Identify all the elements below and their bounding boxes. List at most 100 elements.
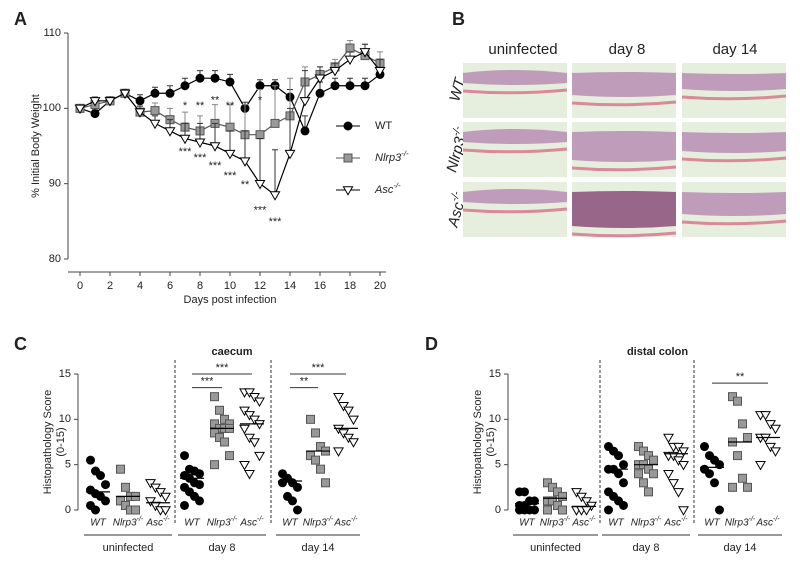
data-point (738, 473, 747, 483)
data-point (548, 482, 557, 492)
superscript: -/- (231, 516, 238, 523)
significance: *** (254, 205, 268, 217)
data-point (649, 469, 658, 479)
x-tick-label: 16 (314, 280, 326, 292)
superscript: -/- (137, 516, 144, 523)
data-point (249, 392, 260, 403)
data-point (644, 487, 653, 497)
data-point (728, 482, 737, 492)
data-point (244, 470, 255, 480)
group-label: day 8 (633, 542, 660, 554)
x-tick-label: 6 (167, 280, 173, 292)
error-bar (272, 85, 278, 124)
data-point (215, 405, 224, 415)
data-point (733, 451, 742, 461)
data-point (619, 478, 628, 488)
data-point (131, 505, 140, 515)
error-bar (242, 104, 248, 135)
y-axis-label: (0-15) (55, 427, 67, 456)
data-point (558, 505, 567, 515)
data-point (678, 447, 689, 457)
data-point (576, 492, 587, 503)
data-point (619, 500, 628, 510)
x-tick-label: 2 (107, 280, 113, 292)
data-point (86, 455, 95, 465)
data-point (639, 478, 648, 488)
data-point (673, 442, 684, 453)
data-point (104, 97, 116, 107)
x-tick-label: WT (704, 518, 720, 529)
data-point (90, 109, 100, 119)
significance: *** (216, 362, 230, 374)
data-point (705, 469, 714, 479)
data-point (558, 491, 567, 501)
data-point (321, 478, 330, 488)
x-tick-label: Asc-/- (333, 516, 358, 528)
superscript: -/- (401, 149, 409, 158)
data-point (179, 134, 191, 145)
data-point (614, 469, 623, 479)
y-tick-label: 15 (489, 368, 501, 380)
x-tick-label: 0 (77, 280, 83, 292)
data-point (678, 460, 689, 471)
data-point (553, 487, 562, 497)
x-tick-label: 12 (254, 280, 266, 292)
data-point (121, 482, 130, 492)
x-tick-label: Asc-/- (663, 516, 688, 528)
superscript: -/- (257, 516, 264, 523)
data-point (330, 81, 340, 91)
x-tick-label: WT (282, 518, 298, 529)
data-point (249, 415, 260, 426)
significance: *** (224, 170, 238, 182)
data-point (194, 138, 206, 149)
data-point (634, 442, 643, 452)
tissue (572, 72, 676, 97)
error-bar (272, 149, 278, 195)
data-point (269, 191, 281, 201)
significance: *** (194, 152, 208, 164)
tissue (572, 191, 676, 228)
histology-grid: uninfected day 8 day 14 WT Nlrp3-/- Asc-… (440, 41, 787, 238)
data-point (614, 451, 623, 461)
data-point (663, 470, 674, 480)
column-header: uninfected (488, 41, 557, 58)
data-point (195, 73, 205, 83)
superscript: -/- (327, 516, 334, 523)
data-point (195, 496, 204, 506)
error-bar (227, 130, 233, 154)
data-point (314, 74, 326, 85)
data-point (249, 438, 260, 448)
data-point (374, 66, 386, 77)
superscript: -/- (351, 516, 358, 523)
y-tick-label: 10 (59, 413, 71, 425)
significance: *** (269, 216, 283, 228)
panel-label: D (425, 334, 438, 354)
group-label: uninfected (103, 542, 154, 554)
data-point (530, 496, 539, 506)
x-tick-label: Asc-/- (571, 516, 596, 528)
y-tick-label: 5 (495, 459, 501, 471)
y-axis-label: Histopathology Score (472, 390, 484, 495)
group-label: day 14 (301, 542, 334, 554)
data-point (254, 420, 265, 430)
y-tick-label: 80 (49, 253, 61, 265)
x-tick-label: Nlrp3-/- (540, 516, 571, 528)
y-tick-label: 100 (43, 102, 61, 114)
significance: * (183, 100, 188, 112)
x-tick-label: 18 (344, 280, 356, 292)
superscript: -/- (450, 124, 464, 137)
data-point (254, 451, 265, 462)
chart-title: distal colon (627, 346, 688, 358)
group-label: uninfected (530, 542, 581, 554)
superscript: -/- (448, 189, 462, 202)
data-point (239, 406, 250, 417)
y-tick-label: 90 (49, 178, 61, 190)
y-tick-label: 0 (65, 504, 71, 516)
data-point (668, 451, 679, 462)
tissue (463, 129, 567, 144)
data-point (244, 411, 255, 421)
data-point (604, 505, 613, 515)
data-point (149, 119, 161, 130)
superscript: -/- (163, 516, 170, 523)
